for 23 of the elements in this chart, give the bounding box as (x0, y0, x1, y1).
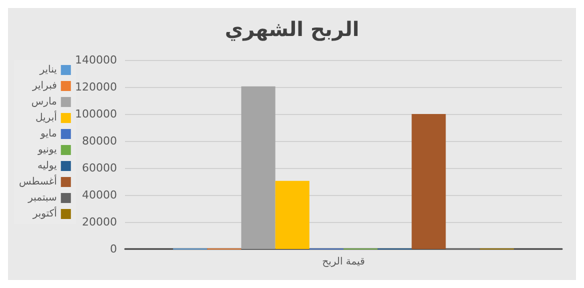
bar (412, 114, 446, 249)
x-tick-label: قيمة الربح (322, 256, 366, 268)
legend-label: أكتوبر (32, 206, 58, 220)
legend-label: يوليه (38, 160, 58, 172)
y-tick-label: 60000 (82, 162, 117, 174)
legend-label: مارس (31, 96, 57, 108)
y-tick-label: 100000 (75, 108, 117, 120)
legend-label: أبريل (35, 110, 58, 124)
y-tick-label: 120000 (75, 80, 117, 94)
bar (241, 86, 276, 249)
legend-label: مايو (40, 128, 57, 140)
legend-label: فبراير (31, 80, 58, 92)
legend-label: سبتمبر (27, 192, 57, 204)
chart-title: الربح الشهري (224, 17, 360, 41)
legend-label: أغسطس (18, 174, 58, 188)
legend-label: يناير (38, 64, 58, 76)
y-tick-label: 80000 (82, 134, 117, 148)
y-tick-label: 0 (110, 242, 117, 256)
y-tick-label: 140000 (75, 54, 117, 66)
bar (275, 180, 310, 249)
y-tick-label: 40000 (82, 188, 117, 202)
legend-label: يونيو (36, 144, 58, 156)
y-tick-label: 20000 (82, 216, 117, 228)
